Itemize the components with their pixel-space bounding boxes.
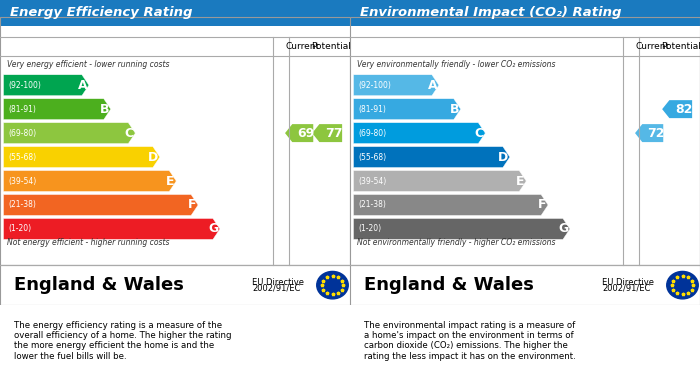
Text: (92-100): (92-100): [358, 81, 391, 90]
Text: EU Directive: EU Directive: [602, 278, 654, 287]
Polygon shape: [354, 147, 510, 167]
Text: E: E: [516, 174, 524, 188]
Text: (55-68): (55-68): [358, 152, 387, 161]
Text: E: E: [166, 174, 174, 188]
Text: Current: Current: [636, 42, 670, 51]
Text: B: B: [99, 103, 109, 116]
Polygon shape: [4, 170, 176, 192]
Text: (39-54): (39-54): [8, 176, 37, 185]
Text: Environmental Impact (CO₂) Rating: Environmental Impact (CO₂) Rating: [360, 7, 622, 20]
Text: (92-100): (92-100): [8, 81, 41, 90]
Text: 69: 69: [298, 127, 315, 140]
Text: (81-91): (81-91): [8, 105, 36, 114]
Polygon shape: [4, 75, 89, 96]
Polygon shape: [354, 195, 548, 215]
Text: Potential: Potential: [311, 42, 351, 51]
Text: A: A: [428, 79, 437, 91]
Text: Very environmentally friendly - lower CO₂ emissions: Very environmentally friendly - lower CO…: [357, 60, 556, 69]
Text: 2002/91/EC: 2002/91/EC: [252, 284, 300, 293]
Polygon shape: [635, 124, 664, 142]
Text: D: D: [498, 151, 508, 163]
Text: F: F: [188, 199, 196, 212]
Circle shape: [666, 271, 699, 299]
Polygon shape: [4, 195, 198, 215]
Polygon shape: [4, 99, 111, 120]
Text: (1-20): (1-20): [358, 224, 382, 233]
Text: (69-80): (69-80): [8, 129, 37, 138]
Text: England & Wales: England & Wales: [14, 276, 184, 294]
Polygon shape: [354, 219, 570, 239]
Text: (21-38): (21-38): [358, 201, 386, 210]
Polygon shape: [354, 170, 526, 192]
FancyBboxPatch shape: [350, 265, 700, 305]
Text: (69-80): (69-80): [358, 129, 387, 138]
Text: England & Wales: England & Wales: [364, 276, 534, 294]
Text: Not energy efficient - higher running costs: Not energy efficient - higher running co…: [7, 238, 169, 247]
Text: Current: Current: [286, 42, 320, 51]
Text: The energy efficiency rating is a measure of the
overall efficiency of a home. T: The energy efficiency rating is a measur…: [14, 321, 232, 361]
Polygon shape: [662, 100, 692, 118]
Text: Not environmentally friendly - higher CO₂ emissions: Not environmentally friendly - higher CO…: [357, 238, 556, 247]
Text: (21-38): (21-38): [8, 201, 36, 210]
Text: B: B: [449, 103, 459, 116]
Text: Energy Efficiency Rating: Energy Efficiency Rating: [10, 7, 193, 20]
Text: (55-68): (55-68): [8, 152, 37, 161]
Text: Potential: Potential: [661, 42, 700, 51]
Text: 77: 77: [326, 127, 343, 140]
Polygon shape: [354, 75, 439, 96]
Polygon shape: [285, 124, 314, 142]
Text: (81-91): (81-91): [358, 105, 386, 114]
FancyBboxPatch shape: [0, 0, 350, 26]
Polygon shape: [354, 123, 485, 143]
Polygon shape: [4, 219, 220, 239]
Text: 82: 82: [676, 103, 693, 116]
Text: EU Directive: EU Directive: [252, 278, 304, 287]
Polygon shape: [4, 123, 135, 143]
FancyBboxPatch shape: [0, 265, 350, 305]
Text: G: G: [558, 222, 568, 235]
Text: (39-54): (39-54): [358, 176, 387, 185]
Text: 2002/91/EC: 2002/91/EC: [602, 284, 650, 293]
Text: The environmental impact rating is a measure of
a home's impact on the environme: The environmental impact rating is a mea…: [364, 321, 575, 361]
Text: Very energy efficient - lower running costs: Very energy efficient - lower running co…: [7, 60, 169, 69]
Polygon shape: [354, 99, 461, 120]
Text: F: F: [538, 199, 546, 212]
Polygon shape: [4, 147, 160, 167]
Text: 72: 72: [648, 127, 665, 140]
Text: D: D: [148, 151, 158, 163]
Text: C: C: [125, 127, 134, 140]
Circle shape: [316, 271, 349, 299]
Text: A: A: [78, 79, 88, 91]
Text: C: C: [475, 127, 484, 140]
Text: (1-20): (1-20): [8, 224, 32, 233]
Polygon shape: [312, 124, 342, 142]
Text: G: G: [208, 222, 218, 235]
FancyBboxPatch shape: [350, 0, 700, 26]
